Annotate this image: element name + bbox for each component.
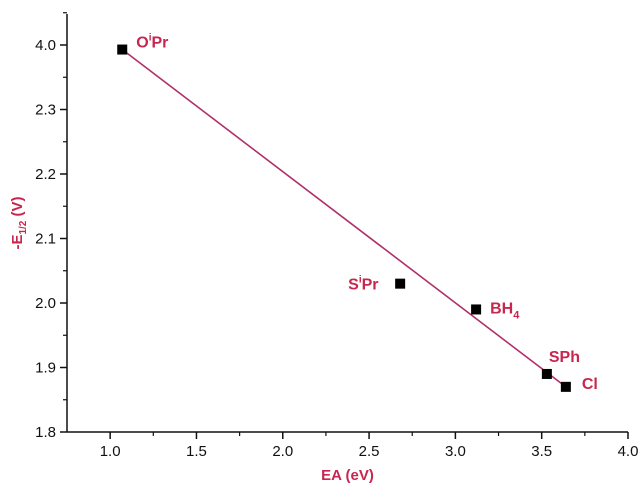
label-rest: Pr (362, 277, 379, 294)
data-point-label: BH4 (490, 300, 520, 321)
x-tick-label: 1.5 (186, 443, 207, 460)
label-base: SPh (549, 349, 580, 366)
y-tick-label: 4.0 (35, 37, 56, 54)
label-rest: Pr (151, 35, 168, 52)
x-tick-label: 2.5 (359, 443, 380, 460)
y-title-suffix: (V) (9, 196, 26, 220)
axis-titles: EA (eV) -E1/2 (V) (9, 196, 374, 484)
axes (66, 14, 628, 433)
label-base: O (136, 35, 148, 52)
label-superscript: i (149, 33, 152, 44)
y-tick-label: 2.3 (35, 102, 56, 119)
y-tick-label: 1.9 (35, 360, 56, 377)
y-tick-label: 2.1 (35, 231, 56, 248)
label-base: BH (490, 300, 513, 317)
fit-line (121, 48, 567, 388)
data-point-marker (471, 304, 482, 315)
x-tick-label: 1.0 (100, 443, 121, 460)
fit-line-group (121, 48, 567, 388)
y-tick-label: 1.8 (35, 424, 56, 441)
x-tick-label: 2.0 (272, 443, 293, 460)
y-tick-label: 2.0 (35, 295, 56, 312)
data-point-marker (560, 381, 571, 392)
x-tick-label: 3.0 (445, 443, 466, 460)
data-point-label: Cl (582, 376, 598, 393)
label-base: S (348, 277, 359, 294)
data-point-marker (117, 44, 128, 55)
data-point-label: SPh (549, 349, 580, 366)
label-superscript: i (359, 275, 362, 286)
ticks: 1.0 1.5 2.0 2.5 3.0 3.5 4.0 1.8 1.9 2.0 2.1 2.2 2.3 4… (35, 12, 639, 460)
label-subscript: 4 (513, 309, 520, 321)
y-title-prefix: -E (9, 235, 26, 250)
y-axis-title: -E1/2 (V) (9, 196, 29, 249)
data-point-label: OiPr (136, 33, 168, 52)
x-tick-label: 4.0 (618, 443, 639, 460)
label-base: Cl (582, 376, 598, 393)
data-point-marker (395, 278, 406, 289)
y-tick-label: 2.2 (35, 166, 56, 183)
data-point-label: SiPr (348, 275, 378, 294)
y-title-subscript: 1/2 (18, 220, 29, 234)
data-points (117, 44, 571, 392)
x-axis-title: EA (eV) (321, 467, 374, 484)
data-point-marker (541, 368, 552, 379)
x-tick-label: 3.5 (531, 443, 552, 460)
